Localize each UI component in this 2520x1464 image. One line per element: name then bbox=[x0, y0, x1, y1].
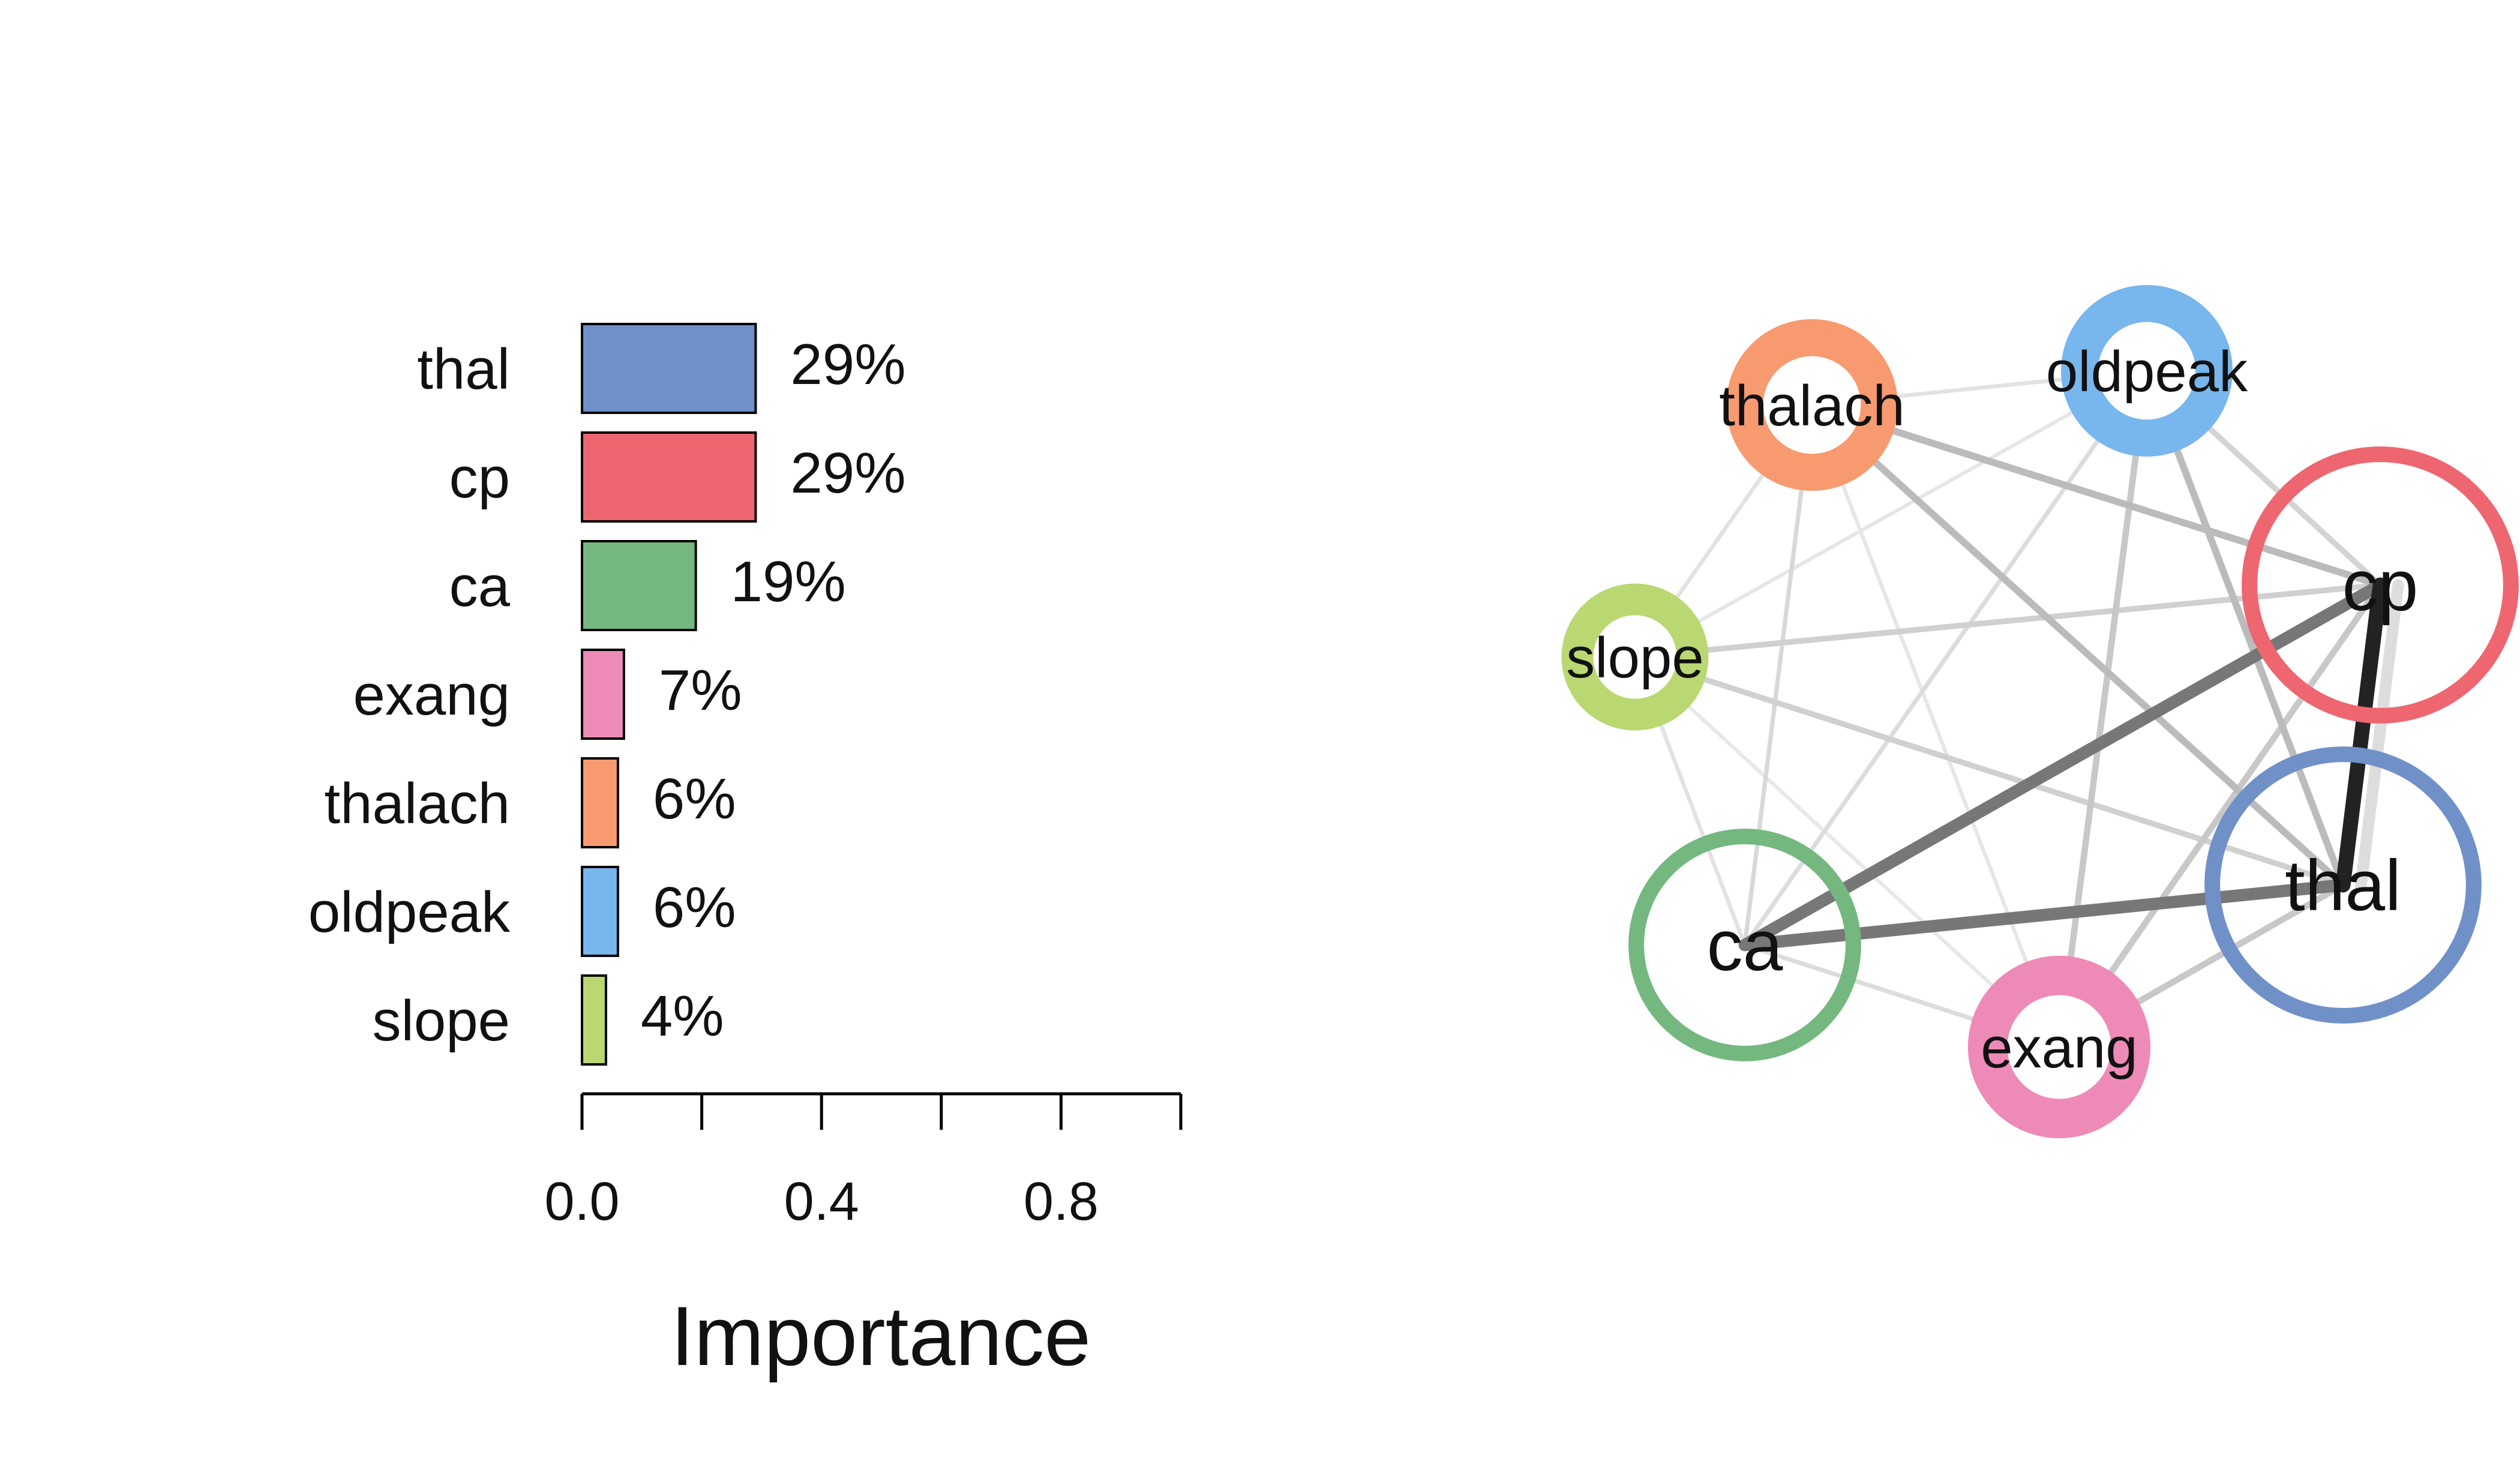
node-label-thal: thal bbox=[2285, 845, 2401, 926]
category-label-cp: cp bbox=[449, 446, 510, 510]
edge-exang-cp bbox=[2056, 581, 2384, 1051]
x-tick-label-2: 0.4 bbox=[784, 1172, 859, 1232]
value-label-oldpeak: 6% bbox=[653, 875, 736, 940]
value-label-thalach: 6% bbox=[653, 767, 736, 831]
value-label-thal: 29% bbox=[790, 332, 905, 397]
bar-cp bbox=[581, 431, 757, 523]
edge-thalach-ca bbox=[1742, 403, 1814, 947]
node-exang bbox=[1967, 955, 2151, 1139]
node-thalach bbox=[1726, 319, 1898, 491]
x-axis-title: Importance bbox=[671, 1289, 1091, 1383]
bar-exang bbox=[581, 649, 625, 740]
importance-bar-panel: thal 29% cp 29% ca 19% exang 7% thalach 6% oldpeak… bbox=[308, 323, 1183, 1383]
node-oldpeak bbox=[2060, 284, 2233, 457]
node-label-thalach: thalach bbox=[1719, 374, 1905, 438]
value-label-cp: 29% bbox=[790, 441, 905, 505]
category-label-ca: ca bbox=[449, 554, 511, 619]
edge-cp-thal-alt bbox=[2355, 579, 2404, 891]
node-ca bbox=[1628, 829, 1861, 1061]
node-label-ca: ca bbox=[1707, 905, 1783, 986]
edge-ca-thal bbox=[1738, 878, 2350, 952]
bar-slope bbox=[581, 974, 607, 1066]
edge-ca-cp bbox=[1738, 578, 2387, 952]
bar-thal bbox=[581, 323, 757, 414]
edge-cp-thal bbox=[2335, 577, 2388, 893]
node-thal bbox=[2204, 746, 2482, 1024]
node-label-cp: cp bbox=[2342, 545, 2419, 626]
bar-ca bbox=[581, 540, 697, 631]
node-slope bbox=[1561, 583, 1709, 731]
category-label-oldpeak: oldpeak bbox=[308, 880, 511, 944]
x-tick-label-4: 0.8 bbox=[1024, 1172, 1099, 1232]
network-panel: thalach oldpeak cp slope thal ca exang bbox=[1561, 284, 2519, 1139]
edge-oldpeak-thal bbox=[2143, 367, 2347, 889]
category-label-exang: exang bbox=[353, 663, 510, 727]
value-label-ca: 19% bbox=[731, 550, 846, 614]
bar-thalach bbox=[581, 757, 619, 848]
category-label-thal: thal bbox=[417, 337, 510, 401]
network-nodes: thalach oldpeak cp slope thal ca exang bbox=[1561, 284, 2519, 1139]
value-label-exang: 7% bbox=[659, 658, 742, 722]
category-label-slope: slope bbox=[373, 989, 511, 1053]
value-label-slope: 4% bbox=[641, 984, 724, 1048]
bar-oldpeak bbox=[581, 866, 619, 957]
edge-slope-exang bbox=[1633, 655, 2062, 1049]
x-tick-label-0: 0.0 bbox=[544, 1172, 619, 1232]
node-label-exang: exang bbox=[1981, 1016, 2138, 1080]
edge-oldpeak-ca bbox=[1742, 368, 2149, 947]
node-cp bbox=[2242, 446, 2519, 724]
edge-oldpeak-exang bbox=[2056, 367, 2150, 1051]
category-label-thalach: thalach bbox=[324, 772, 510, 836]
edge-oldpeak-slope bbox=[1633, 368, 2149, 659]
edge-thalach-exang bbox=[1810, 403, 2062, 1049]
node-label-oldpeak: oldpeak bbox=[2046, 340, 2248, 404]
node-label-slope: slope bbox=[1566, 626, 1704, 690]
edge-thalach-cp bbox=[1808, 401, 2384, 589]
edge-thalach-thal bbox=[1808, 401, 2347, 889]
